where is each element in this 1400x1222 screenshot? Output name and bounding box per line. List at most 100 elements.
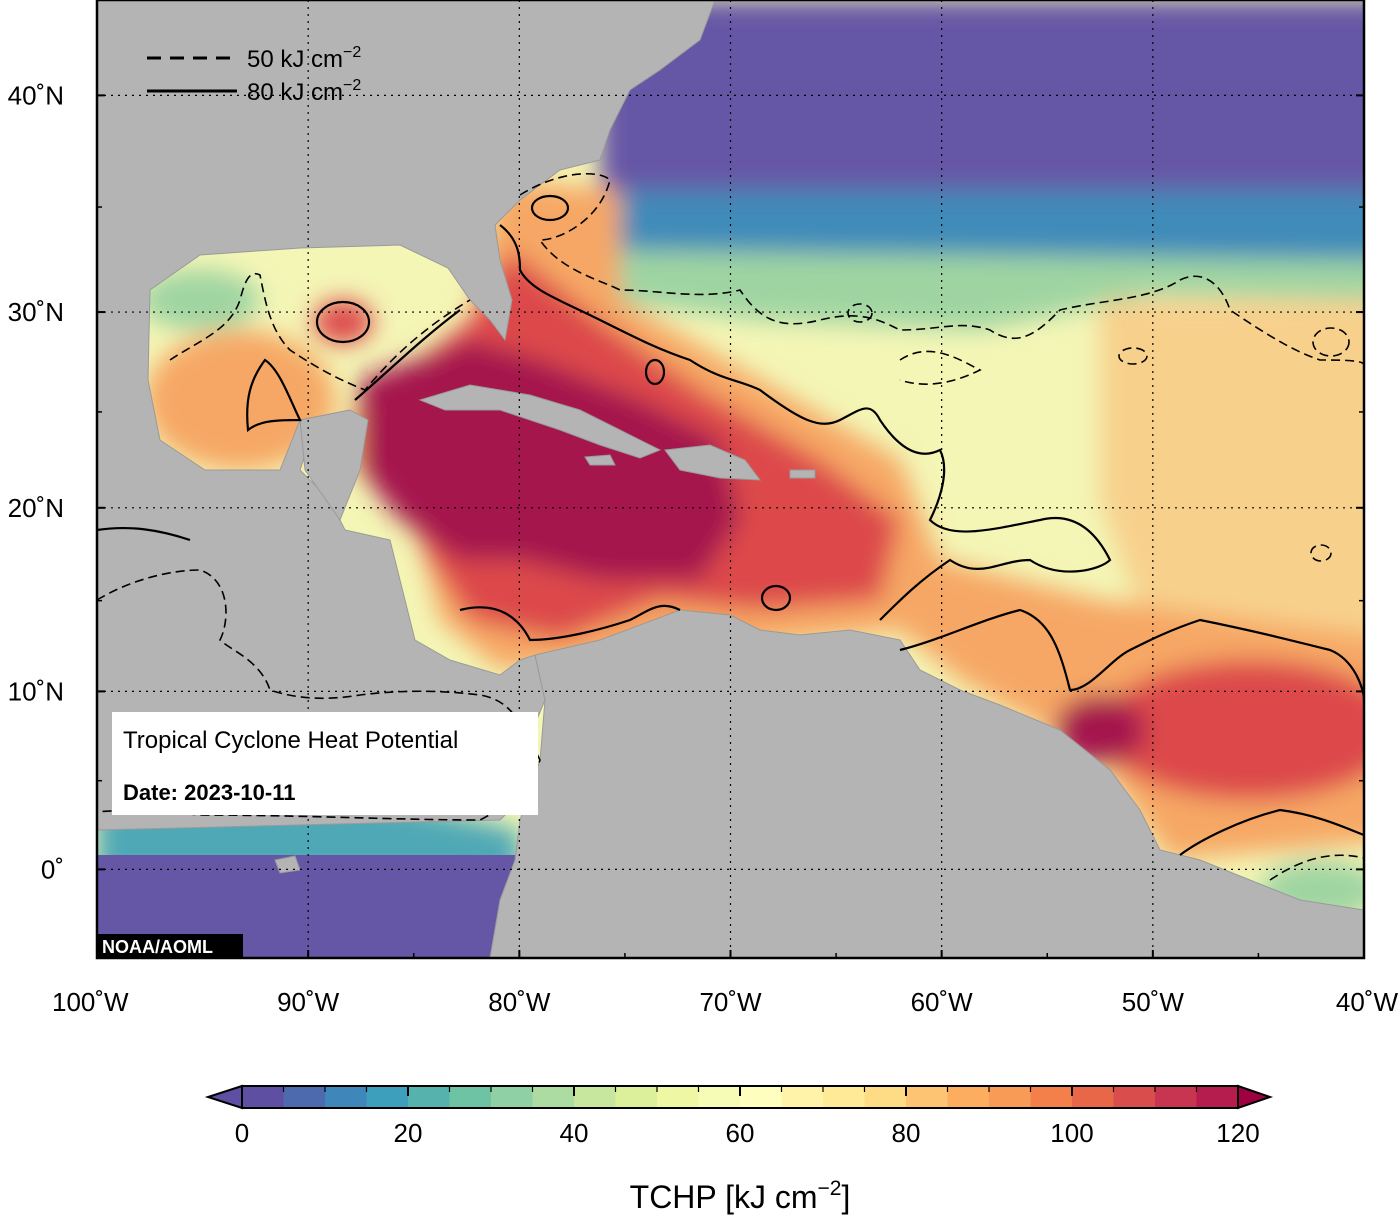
map-frame bbox=[95, 0, 1366, 960]
contour-80-gulf-west bbox=[246, 358, 302, 433]
title-box: Tropical Cyclone Heat Potential Date: 20… bbox=[112, 712, 538, 815]
colorbar-cell bbox=[698, 1086, 741, 1108]
colorbar-cell bbox=[947, 1086, 990, 1108]
longitude-label: 90˚W bbox=[277, 987, 340, 1017]
colorbar-cell bbox=[1072, 1086, 1114, 1108]
colorbar-cell bbox=[366, 1086, 409, 1108]
latitude-label: 40˚N bbox=[8, 80, 64, 110]
contour-50-north-2 bbox=[899, 350, 982, 385]
legend-dashed-label: 50 kJ cm−2 bbox=[247, 44, 361, 73]
colorbar-cell bbox=[615, 1086, 658, 1108]
land bbox=[97, 0, 1364, 958]
colorbar-tick-label: 120 bbox=[1216, 1118, 1259, 1148]
colorbar-tick-label: 80 bbox=[892, 1118, 921, 1148]
colorbar-cell bbox=[491, 1086, 533, 1108]
colorbar-cell bbox=[325, 1086, 367, 1108]
land-north-america bbox=[97, 0, 716, 831]
land-galapagos bbox=[274, 855, 301, 874]
contour-80-small-ring-2 bbox=[760, 584, 792, 612]
colorbar-cell bbox=[823, 1086, 865, 1108]
colorbar-cell bbox=[740, 1086, 782, 1108]
latitude-label: 30˚N bbox=[8, 297, 64, 327]
field-gulf-red-eddy bbox=[313, 300, 373, 344]
colorbar-cell bbox=[1030, 1086, 1073, 1108]
land-jamaica bbox=[584, 454, 616, 466]
contour-80-gulf-eddy bbox=[315, 300, 371, 344]
colorbar-cell bbox=[242, 1086, 284, 1108]
colorbar-cell bbox=[283, 1086, 326, 1108]
land-hispaniola bbox=[664, 444, 762, 481]
credit-badge: NOAA/AOML bbox=[97, 934, 243, 958]
contour-50-ring-d bbox=[1118, 347, 1148, 365]
contour-80-equatorial bbox=[1179, 808, 1364, 856]
contour-50-equatorial bbox=[1269, 854, 1364, 881]
latitude-axis-labels: 40˚N 30˚N 20˚N 10˚N 0˚ bbox=[8, 80, 64, 884]
land-puerto-rico bbox=[789, 469, 816, 479]
colorbar-tick-label: 20 bbox=[394, 1118, 423, 1148]
colorbar: 0 20 40 60 80 100 120 TCHP [kJ cm−2] bbox=[204, 1084, 1274, 1215]
contour-80-atlantic-ring bbox=[530, 194, 570, 222]
contour-80-main-north bbox=[499, 224, 1112, 621]
longitude-label: 100˚W bbox=[52, 987, 129, 1017]
contour-50-pacific bbox=[97, 569, 541, 821]
contours bbox=[97, 172, 1364, 881]
field-gulf-green bbox=[140, 270, 260, 330]
colorbar-min-arrow bbox=[204, 1084, 243, 1110]
map-date: Date: 2023-10-11 bbox=[123, 780, 295, 805]
credit-background bbox=[97, 934, 243, 958]
contour-80-small-ring bbox=[644, 358, 666, 386]
colorbar-cell bbox=[781, 1086, 824, 1108]
longitude-label: 40˚W bbox=[1336, 987, 1399, 1017]
latitude-label: 10˚N bbox=[8, 676, 64, 706]
field-red-south-atlantic bbox=[1100, 660, 1364, 800]
colorbar-cell bbox=[989, 1086, 1031, 1108]
colorbar-tick-label: 0 bbox=[235, 1118, 249, 1148]
colorbar-tick-label: 40 bbox=[560, 1118, 589, 1148]
contour-80-gulf-east bbox=[354, 309, 461, 401]
contour-50-gulf bbox=[169, 273, 471, 391]
contour-legend: 50 kJ cm−2 80 kJ cm−2 bbox=[147, 44, 361, 106]
colorbar-cell bbox=[1113, 1086, 1156, 1108]
colorbar-cell bbox=[449, 1086, 492, 1108]
colorbar-tick-label: 60 bbox=[726, 1118, 755, 1148]
colorbar-cell bbox=[574, 1086, 616, 1108]
field-gulf-orange bbox=[145, 330, 335, 470]
colorbar-cell bbox=[1196, 1086, 1239, 1108]
colorbar-cells bbox=[242, 1086, 1239, 1108]
colorbar-tick-label: 100 bbox=[1050, 1118, 1093, 1148]
colorbar-ticks: 0 20 40 60 80 100 120 bbox=[235, 1086, 1260, 1148]
title-box-background bbox=[112, 712, 538, 815]
longitude-label: 50˚W bbox=[1122, 987, 1185, 1017]
land-south-america bbox=[489, 609, 1364, 958]
field-orange-east bbox=[1100, 300, 1364, 649]
contour-80-caribbean-south bbox=[459, 604, 681, 642]
map-title: Tropical Cyclone Heat Potential bbox=[123, 727, 458, 754]
colorbar-cell bbox=[864, 1086, 907, 1108]
latitude-label: 20˚N bbox=[8, 493, 64, 523]
contour-50-ring-b bbox=[1312, 327, 1350, 357]
colorbar-cell bbox=[657, 1086, 699, 1108]
contour-80-south-atlantic bbox=[899, 608, 1364, 701]
longitude-label: 60˚W bbox=[911, 987, 974, 1017]
map-panel bbox=[97, 0, 1364, 958]
credit-text: NOAA/AOML bbox=[102, 937, 213, 957]
land-cuba bbox=[418, 384, 662, 459]
colorbar-cell bbox=[408, 1086, 450, 1108]
field-green-band bbox=[600, 250, 1364, 330]
longitude-label: 70˚W bbox=[699, 987, 762, 1017]
legend-solid-label: 80 kJ cm−2 bbox=[247, 77, 361, 106]
longitude-axis-labels: 100˚W 90˚W 80˚W 70˚W 60˚W 50˚W 40˚W bbox=[52, 987, 1398, 1017]
latitude-label: 0˚ bbox=[41, 854, 64, 884]
colorbar-cell bbox=[906, 1086, 948, 1108]
contour-80-pacific bbox=[97, 526, 191, 542]
land-yucatan bbox=[299, 409, 369, 522]
colorbar-label: TCHP [kJ cm−2] bbox=[630, 1177, 851, 1215]
contour-50-ring-c bbox=[1310, 544, 1332, 562]
colorbar-cell bbox=[532, 1086, 575, 1108]
longitude-label: 80˚W bbox=[488, 987, 551, 1017]
contour-50-north bbox=[519, 172, 1364, 366]
colorbar-max-arrow bbox=[1237, 1084, 1274, 1110]
colorbar-cell bbox=[1155, 1086, 1197, 1108]
contour-50-ring-a bbox=[847, 303, 873, 323]
